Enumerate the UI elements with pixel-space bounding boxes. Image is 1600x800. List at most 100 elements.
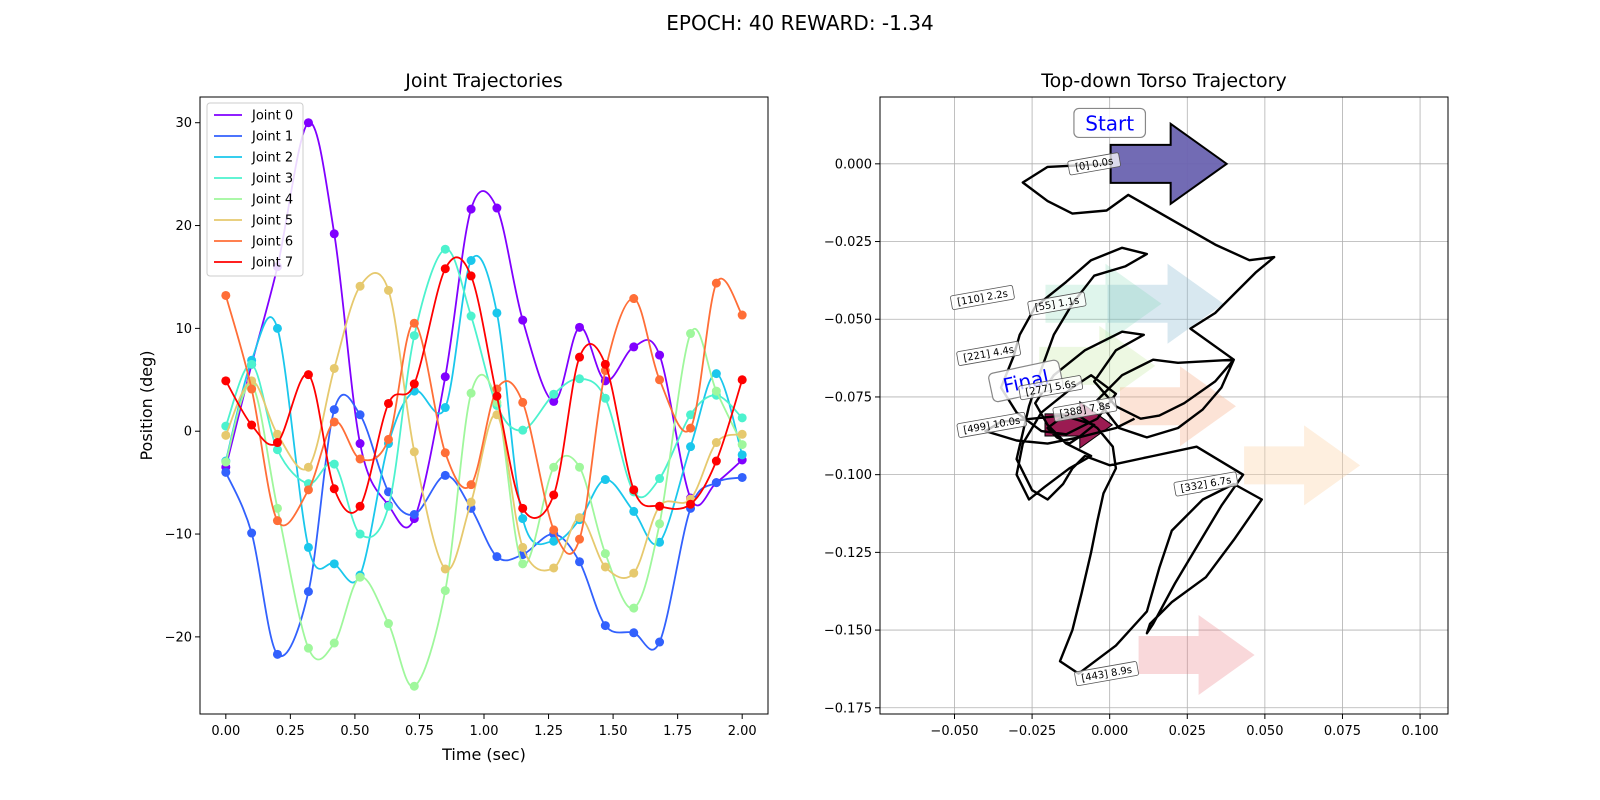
x-tick-label: 1.25 [534,724,563,739]
joint-7-point [575,352,585,362]
joint-1-point [629,628,639,638]
joint-trajectories-chart: 0.00 0.25 0.50 0.75 1.00 1.25 1.50 1.75 2.00 −20 −… [137,70,769,764]
y-tick-label: 20 [175,219,192,234]
joint-4-point [629,603,639,613]
joint-0-point [549,396,559,406]
joint-1-point [355,410,365,420]
joint-7-point [466,271,476,281]
legend-entry: Joint 0 [251,109,293,124]
joint-4-point [466,388,476,398]
joint-2-point [272,323,282,333]
joint-5-point [272,429,282,439]
joint-5-point [355,281,365,291]
joint-7-point [355,501,365,511]
legend-entry: Joint 5 [251,214,293,229]
joint-1-point [600,621,610,631]
joint-3-point [329,459,339,469]
joint-6-point [355,454,365,464]
joint-2-point [492,308,502,318]
joint-7-point [549,490,559,500]
joint-6-point [440,448,450,458]
joint-1-point [221,467,231,477]
x-tick-label: 0.50 [340,724,369,739]
joint-3-point [383,501,393,511]
joint-7-point [518,503,528,513]
legend-entry: Joint 7 [251,256,293,271]
joint-7-point [272,438,282,448]
heading-arrow [1244,425,1361,506]
joint-7-point [440,264,450,274]
joint-5-point [440,564,450,574]
x-tick-label: 1.50 [599,724,628,739]
joint-1-point [409,510,419,520]
joint-2-point [600,475,610,485]
joint-5-point [329,363,339,373]
joint-4-point [355,572,365,582]
joint-1-point [711,478,721,488]
joint-6-point [737,310,747,320]
joint-5-point [221,430,231,440]
joint-7-point [686,499,696,509]
x-tick-label: 0.75 [405,724,434,739]
y-tick-label: −0.150 [824,624,872,639]
joint-1-point [440,470,450,480]
torso-axes-frame [879,96,1449,715]
legend: Joint 0 Joint 1 Joint 2 Joint 3 Joint 4 Joint… [206,102,304,277]
x-tick-label: 0.025 [1169,724,1206,739]
joint-3-point [655,474,665,484]
joint-3-point [466,311,476,321]
y-tick-label: −0.175 [824,701,872,716]
joint-5-point [711,438,721,448]
x-tick-label: 1.00 [470,724,499,739]
joint-3-point [355,529,365,539]
joint-4-point [329,638,339,648]
joint-2-point [518,514,528,524]
joint-6-point [629,294,639,304]
time-label-box [1067,152,1121,176]
joint-7-point [303,370,313,380]
joint-0-point [575,322,585,332]
figure-title: EPOCH: 40 REWARD: -1.34 [666,11,934,35]
y-tick-label: −20 [165,630,192,645]
joint-7-point [737,375,747,385]
big-label-text: Start [1085,111,1134,135]
y-tick-label: 0 [184,425,192,440]
joint-4-point [711,386,721,396]
x-axis-label: Time (sec) [441,745,526,764]
time-label-box [1173,471,1239,497]
joint-0-point [629,342,639,352]
joint-7-point [600,359,610,369]
y-tick-label: −0.125 [824,546,872,561]
joint-6-point [272,516,282,526]
joint-6-point [329,417,339,427]
y-tick-label: 0.000 [835,157,872,172]
joint-6-point [247,384,257,394]
joint-2-point [303,542,313,552]
time-label-box [956,340,1021,366]
joint-plot-area [221,118,747,691]
x-tick-label: 0.100 [1401,724,1438,739]
heading-arrow [1138,614,1255,695]
time-label-box [1018,375,1084,401]
joint-5-point [629,568,639,578]
joint-4-point [440,586,450,596]
joint-6-point [518,397,528,407]
legend-entry: Joint 4 [251,193,293,208]
joint-1-point [303,587,313,597]
joint-6-point [575,534,585,544]
time-label-group: [110] 2.2s [950,285,1015,310]
joint-6-point [303,485,313,495]
joint-7-point [247,420,257,430]
x-tick-label: −0.050 [930,724,978,739]
joint-5-point [600,562,610,572]
joint-3-point [272,445,282,455]
joint-3-point [686,410,696,420]
joint-3-point [247,359,257,369]
joint-1-point [575,557,585,567]
big-label-box [1073,107,1147,139]
joint-4-point [383,619,393,629]
joint-0-point [655,350,665,360]
joint-7-line [225,256,744,519]
joint-0-point [466,204,476,214]
